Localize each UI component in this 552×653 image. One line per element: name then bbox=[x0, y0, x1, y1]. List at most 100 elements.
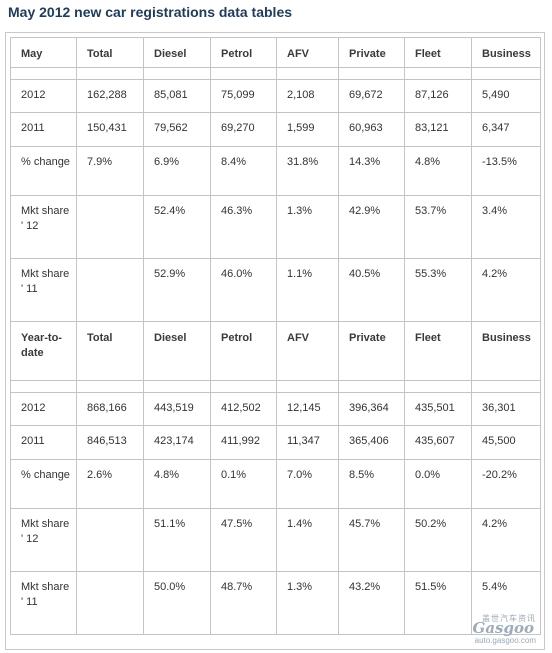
column-header: Diesel bbox=[143, 37, 211, 68]
table-cell: 52.9% bbox=[143, 258, 211, 322]
table-row: Mkt share ' 12 51.1% 47.5% 1.4% 45.7% 50.2% 4.… bbox=[10, 508, 541, 572]
row-label: Mkt share ' 12 bbox=[10, 508, 77, 572]
table-cell bbox=[76, 571, 144, 635]
column-header: AFV bbox=[276, 37, 339, 68]
column-header: AFV bbox=[276, 321, 339, 381]
table-cell: 69,270 bbox=[210, 112, 277, 147]
table-cell: 411,992 bbox=[210, 425, 277, 460]
column-header: Petrol bbox=[210, 321, 277, 381]
table-cell: 36,301 bbox=[471, 392, 541, 426]
table-cell: 0.1% bbox=[210, 459, 277, 509]
table-cell: 1.4% bbox=[276, 508, 339, 572]
table-row: 2012 868,166 443,519 412,502 12,145 396,364 43… bbox=[10, 392, 541, 426]
table-row: Mkt share ' 11 52.9% 46.0% 1.1% 40.5% 55.3% 4.… bbox=[10, 258, 541, 322]
table-cell: 83,121 bbox=[404, 112, 472, 147]
table-cell: 4.2% bbox=[471, 258, 541, 322]
table-cell: 443,519 bbox=[143, 392, 211, 426]
row-label: Mkt share ' 11 bbox=[10, 571, 77, 635]
table-cell: 14.3% bbox=[338, 146, 405, 196]
table-row: 2012 162,288 85,081 75,099 2,108 69,672 87,126… bbox=[10, 79, 541, 113]
row-label: % change bbox=[10, 146, 77, 196]
table-cell: 3.4% bbox=[471, 195, 541, 259]
registrations-table-frame: May Total Diesel Petrol AFV Private Fleet Busin… bbox=[5, 32, 545, 650]
row-label: 2012 bbox=[10, 79, 77, 113]
column-header: Fleet bbox=[404, 321, 472, 381]
table-cell: 43.2% bbox=[338, 571, 405, 635]
table-row: 2011 150,431 79,562 69,270 1,599 60,963 83,121… bbox=[10, 112, 541, 147]
row-label: Mkt share ' 12 bbox=[10, 195, 77, 259]
month-header-row: May Total Diesel Petrol AFV Private Fleet Busin… bbox=[10, 37, 541, 68]
table-cell: 51.1% bbox=[143, 508, 211, 572]
table-cell: 48.7% bbox=[210, 571, 277, 635]
spacer-cell bbox=[76, 67, 144, 80]
table-cell: 2,108 bbox=[276, 79, 339, 113]
table-cell: 1.3% bbox=[276, 571, 339, 635]
row-label: % change bbox=[10, 459, 77, 509]
table-cell: 75,099 bbox=[210, 79, 277, 113]
table-cell: 7.9% bbox=[76, 146, 144, 196]
column-header: May bbox=[10, 37, 77, 68]
column-header: Petrol bbox=[210, 37, 277, 68]
page-title: May 2012 new car registrations data tabl… bbox=[8, 4, 293, 20]
column-header: Year-to-date bbox=[10, 321, 77, 381]
table-row: 2011 846,513 423,174 411,992 11,347 365,406 43… bbox=[10, 425, 541, 460]
column-header: Private bbox=[338, 321, 405, 381]
table-cell: 46.0% bbox=[210, 258, 277, 322]
table-cell: 11,347 bbox=[276, 425, 339, 460]
table-row: Mkt share ' 12 52.4% 46.3% 1.3% 42.9% 53.7% 3.… bbox=[10, 195, 541, 259]
spacer-cell bbox=[210, 67, 277, 80]
table-cell: 50.0% bbox=[143, 571, 211, 635]
table-cell: 5.4% bbox=[471, 571, 541, 635]
table-cell: 162,288 bbox=[76, 79, 144, 113]
table-cell: 0.0% bbox=[404, 459, 472, 509]
column-header: Diesel bbox=[143, 321, 211, 381]
table-cell: 55.3% bbox=[404, 258, 472, 322]
table-cell: 46.3% bbox=[210, 195, 277, 259]
table-cell: 8.4% bbox=[210, 146, 277, 196]
table-cell: 7.0% bbox=[276, 459, 339, 509]
table-cell: 8.5% bbox=[338, 459, 405, 509]
ytd-header-row: Year-to-date Total Diesel Petrol AFV Private F… bbox=[10, 321, 541, 381]
spacer-cell bbox=[404, 380, 472, 393]
table-cell: 6,347 bbox=[471, 112, 541, 147]
table-cell: 396,364 bbox=[338, 392, 405, 426]
table-row: % change 7.9% 6.9% 8.4% 31.8% 14.3% 4.8% -13.5% bbox=[10, 146, 541, 196]
spacer-cell bbox=[338, 67, 405, 80]
table-cell: 31.8% bbox=[276, 146, 339, 196]
table-cell: -13.5% bbox=[471, 146, 541, 196]
spacer-cell bbox=[143, 67, 211, 80]
table-cell: 69,672 bbox=[338, 79, 405, 113]
table-cell: 60,963 bbox=[338, 112, 405, 147]
column-header: Total bbox=[76, 321, 144, 381]
table-cell: 52.4% bbox=[143, 195, 211, 259]
spacer-cell bbox=[471, 67, 541, 80]
registrations-table: May Total Diesel Petrol AFV Private Fleet Busin… bbox=[10, 37, 541, 635]
table-cell: 4.8% bbox=[404, 146, 472, 196]
table-row: Mkt share ' 11 50.0% 48.7% 1.3% 43.2% 51.5% 5.… bbox=[10, 571, 541, 635]
spacer-cell bbox=[210, 380, 277, 393]
table-cell: 435,501 bbox=[404, 392, 472, 426]
table-cell: 45.7% bbox=[338, 508, 405, 572]
spacer-cell bbox=[10, 67, 77, 80]
table-cell: 1,599 bbox=[276, 112, 339, 147]
table-cell: 2.6% bbox=[76, 459, 144, 509]
spacer-cell bbox=[276, 380, 339, 393]
table-cell: 846,513 bbox=[76, 425, 144, 460]
table-cell: 79,562 bbox=[143, 112, 211, 147]
column-header: Business bbox=[471, 321, 541, 381]
table-cell: 12,145 bbox=[276, 392, 339, 426]
column-header: Private bbox=[338, 37, 405, 68]
row-label: 2011 bbox=[10, 112, 77, 147]
gasgoo-watermark: 盖世汽车资讯 Gasgoo auto.gasgoo.com bbox=[436, 613, 536, 645]
table-cell: 365,406 bbox=[338, 425, 405, 460]
spacer-cell bbox=[404, 67, 472, 80]
column-header: Business bbox=[471, 37, 541, 68]
watermark-url: auto.gasgoo.com bbox=[474, 636, 536, 645]
table-cell: -20.2% bbox=[471, 459, 541, 509]
table-cell: 53.7% bbox=[404, 195, 472, 259]
table-cell bbox=[76, 258, 144, 322]
table-cell: 150,431 bbox=[76, 112, 144, 147]
watermark-chinese-text: 盖世汽车资讯 bbox=[482, 614, 536, 623]
spacer-cell bbox=[276, 67, 339, 80]
table-cell: 45,500 bbox=[471, 425, 541, 460]
